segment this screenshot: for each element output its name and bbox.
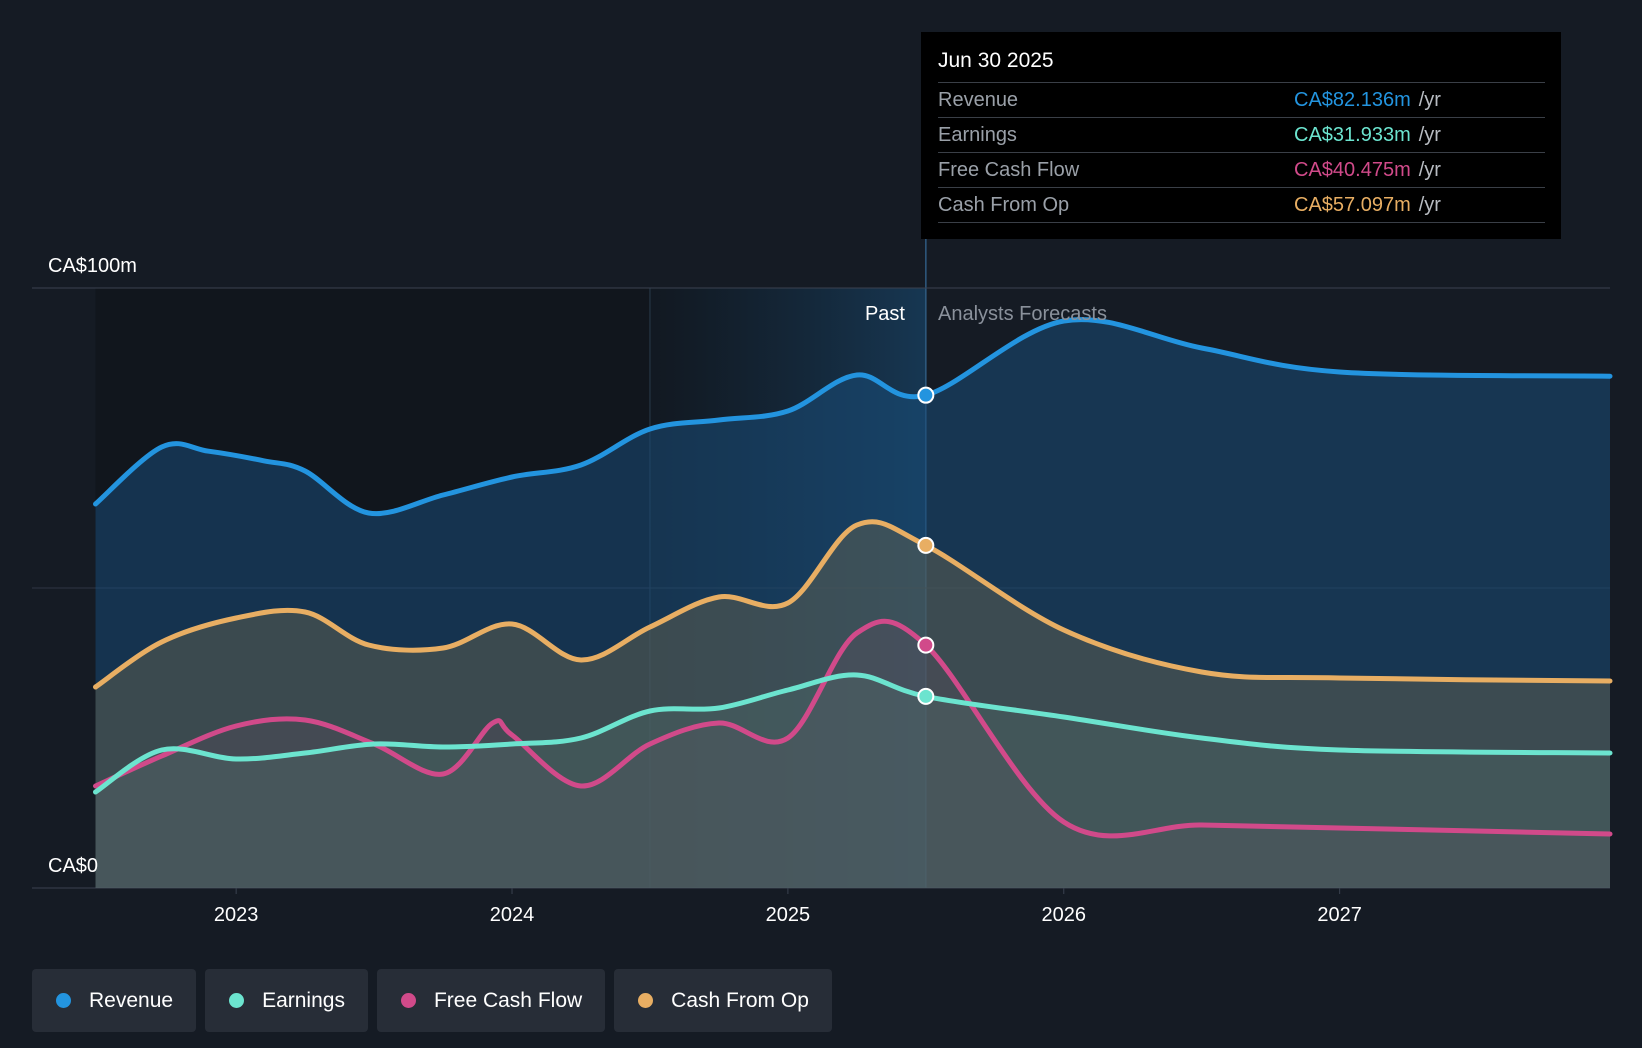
tooltip-date: Jun 30 2025 [938, 46, 1545, 83]
tooltip-unit: /yr [1418, 89, 1441, 111]
legend-dot-icon [638, 993, 654, 1008]
tooltip-label: Earnings [938, 124, 1017, 146]
y-axis-min-label: CA$0 [48, 855, 98, 877]
legend-item-cash-from-op[interactable]: Cash From Op [614, 969, 832, 1032]
legend-dot-icon [229, 993, 245, 1008]
series-line-earnings [93, 672, 1613, 795]
legend-dot-icon [400, 993, 416, 1008]
legend-label: Revenue [89, 988, 174, 1012]
point-marker-cash-from-op [917, 536, 935, 554]
tooltip-label: Free Cash Flow [938, 159, 1080, 181]
tooltip-row-revenue: Revenue CA$82.136m /yr [938, 83, 1545, 118]
tooltip-row-free-cash-flow: Free Cash Flow CA$40.475m /yr [938, 153, 1545, 188]
legend-label: Earnings [262, 988, 345, 1012]
tooltip-unit: /yr [1418, 194, 1441, 216]
point-marker-revenue [917, 386, 935, 404]
y-axis-max-label: CA$100m [48, 255, 137, 277]
tooltip-value: CA$82.136m [1294, 89, 1411, 111]
tooltip-row-cash-from-op: Cash From Op CA$57.097m /yr [938, 188, 1545, 223]
legend-item-earnings[interactable]: Earnings [205, 969, 368, 1032]
tooltip-value: CA$40.475m [1294, 159, 1411, 181]
legend-item-revenue[interactable]: Revenue [32, 969, 197, 1032]
tooltip-unit: /yr [1418, 124, 1441, 146]
legend-label: Free Cash Flow [433, 988, 583, 1012]
past-label: Past [865, 303, 905, 325]
tooltip-value: CA$57.097m [1294, 194, 1411, 216]
point-marker-earnings [917, 687, 935, 705]
series-area-earnings [95, 674, 1610, 888]
tooltip-unit: /yr [1418, 159, 1441, 181]
series-line-cash-from-op [93, 519, 1613, 690]
series-area-cash-from-op [95, 521, 1610, 888]
forecast-label: Analysts Forecasts [938, 303, 1107, 325]
legend: Revenue Earnings Free Cash Flow Cash Fro… [32, 969, 832, 1032]
tooltip-row-earnings: Earnings CA$31.933m /yr [938, 118, 1545, 153]
legend-label: Cash From Op [671, 988, 809, 1012]
x-tick-label: 2024 [490, 904, 535, 926]
point-marker-free-cash-flow [917, 636, 935, 654]
series-line-revenue [93, 317, 1613, 517]
legend-item-free-cash-flow[interactable]: Free Cash Flow [376, 969, 606, 1032]
x-tick-label: 2027 [1317, 904, 1362, 926]
x-tick-label: 2023 [214, 904, 259, 926]
tooltip-label: Cash From Op [938, 194, 1070, 216]
tooltip-label: Revenue [938, 89, 1019, 111]
legend-dot-icon [56, 993, 71, 1008]
series-area-free-cash-flow [95, 621, 1610, 888]
x-tick-label: 2025 [766, 904, 811, 926]
x-tick-label: 2026 [1042, 904, 1087, 926]
series-line-free-cash-flow [93, 618, 1613, 839]
tooltip: Jun 30 2025 Revenue CA$82.136m /yr Earni… [921, 32, 1561, 239]
tooltip-value: CA$31.933m [1294, 124, 1411, 146]
